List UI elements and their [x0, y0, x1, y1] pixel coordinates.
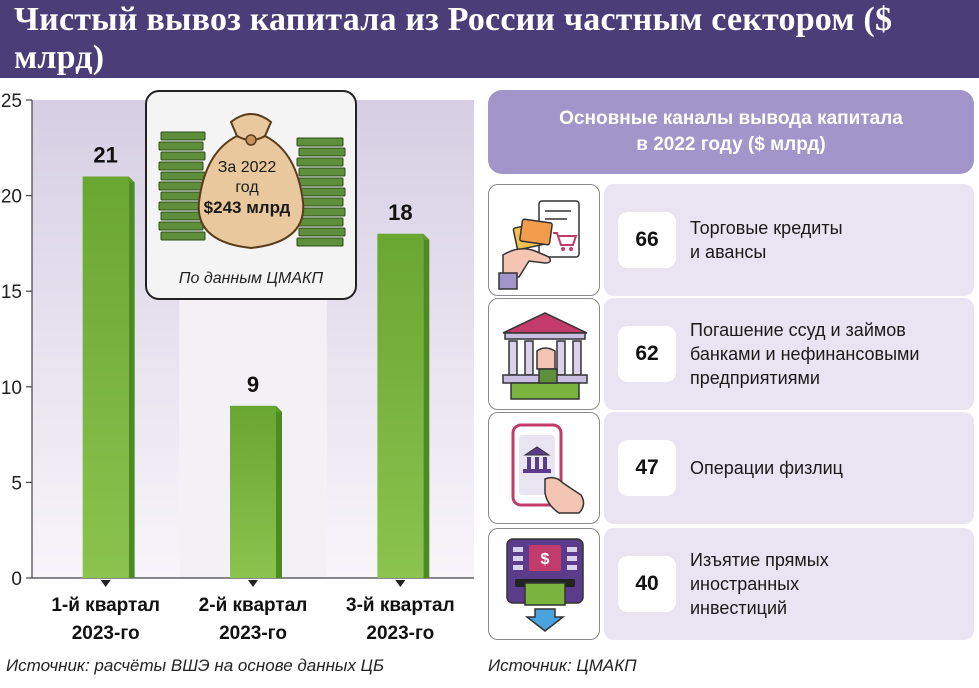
channel-value: 66 — [618, 212, 676, 268]
channel-loan-repayment: 62 Погашение ссуд и займов банками и неф… — [488, 298, 976, 410]
callout-amount: $243 млрд — [203, 198, 291, 217]
panel-header: Основные каналы вывода капитала в 2022 г… — [488, 90, 974, 174]
callout-line2: год — [235, 179, 259, 196]
callout-line1: За 2022 — [217, 159, 277, 176]
bar-value-label: 21 — [93, 142, 117, 167]
callout-box: За 2022 год $243 млрд По данным ЦМАКП — [145, 90, 357, 300]
bar — [230, 405, 276, 578]
phone-bank-icon — [488, 412, 600, 524]
bar-value-label: 9 — [247, 372, 259, 397]
channel-value: 47 — [618, 440, 676, 496]
atm-icon: $ — [488, 528, 600, 640]
x-tick — [248, 580, 258, 587]
x-category-label: 2023-го — [219, 623, 287, 644]
channel-trade-credits: 66 Торговые кредиты и авансы — [488, 184, 976, 296]
channel-value: 40 — [618, 556, 676, 612]
y-tick-label: 25 — [1, 91, 22, 112]
y-tick-label: 20 — [1, 187, 22, 208]
channel-value: 62 — [618, 326, 676, 382]
panel-header-text: Основные каналы вывода капитала в 2022 г… — [559, 108, 903, 155]
svg-text:$: $ — [541, 551, 550, 568]
page-title: Чистый вывоз капитала из России частным … — [14, 1, 893, 76]
x-category-label: 3-й квартал — [346, 595, 455, 616]
y-tick-label: 5 — [11, 473, 22, 494]
bar — [82, 176, 129, 578]
channel-info: 47 Операции физлиц — [604, 412, 974, 524]
channel-label: Торговые кредиты и авансы — [690, 218, 843, 262]
card-receipt-icon — [488, 184, 600, 296]
channel-label: Погашение ссуд и займов банками и нефина… — [690, 320, 920, 388]
source-left: Источник: расчёты ВШЭ на основе данных Ц… — [6, 656, 385, 675]
title-bar: Чистый вывоз капитала из России частным … — [0, 0, 979, 78]
callout-text: За 2022 год $243 млрд — [187, 158, 307, 218]
channel-info: 62 Погашение ссуд и займов банками и неф… — [604, 298, 974, 410]
callout-source: По данным ЦМАКП — [178, 270, 324, 287]
x-tick — [100, 580, 111, 587]
x-category-label: 2-й квартал — [199, 595, 308, 616]
bar-value-label: 18 — [388, 200, 412, 225]
channel-individuals: 47 Операции физлиц — [488, 412, 976, 524]
x-tick — [395, 580, 406, 587]
channel-label: Изъятие прямых иностранных инвестиций — [690, 550, 829, 618]
bar-side — [276, 405, 282, 578]
y-tick-label: 0 — [11, 569, 22, 590]
bar-side — [128, 176, 135, 578]
x-category-label: 2023-го — [72, 623, 140, 644]
channel-info: 40 Изъятие прямых иностранных инвестиций — [604, 528, 974, 640]
channel-fdi-withdrawal: $ 40 Изъятие прямых иностранных инвестиц… — [488, 528, 976, 640]
bar-side — [423, 233, 430, 578]
channel-label: Операции физлиц — [690, 458, 843, 478]
source-right: Источник: ЦМАКП — [488, 656, 637, 675]
money-bag-icon — [158, 113, 346, 250]
channel-info: 66 Торговые кредиты и авансы — [604, 184, 974, 296]
y-tick-label: 15 — [1, 282, 22, 303]
bar — [377, 233, 424, 578]
bank-icon — [488, 298, 600, 410]
x-category-label: 2023-го — [366, 623, 434, 644]
x-category-label: 1-й квартал — [51, 595, 160, 616]
y-tick-label: 10 — [1, 378, 22, 399]
